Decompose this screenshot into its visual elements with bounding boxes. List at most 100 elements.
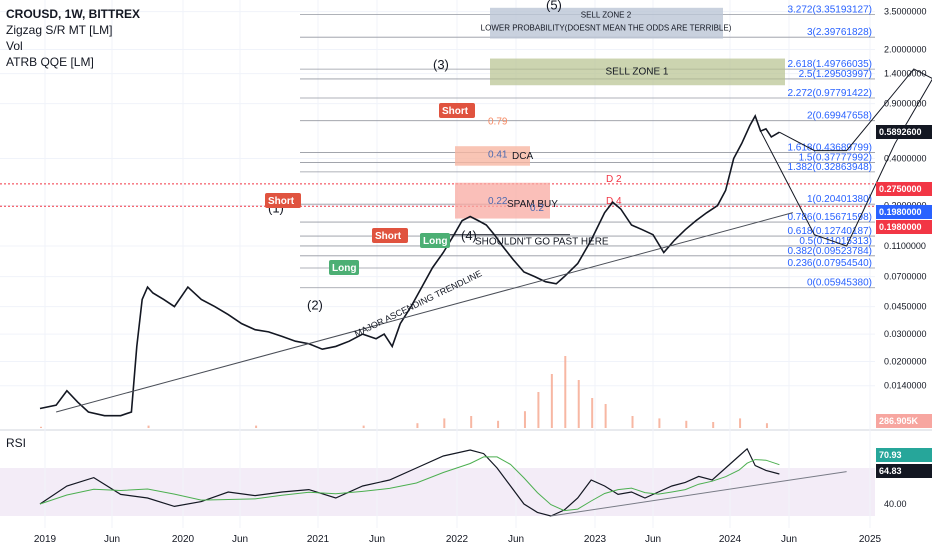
volume-bar: [658, 418, 661, 428]
x-tick-label: 2021: [307, 534, 330, 545]
rsi-badge-bg: [876, 464, 932, 478]
rsi-series: [39, 447, 780, 517]
volume-bar: [40, 426, 42, 428]
ratio-label: 0.22: [488, 196, 508, 207]
y-tick-label: 3.5000000: [884, 7, 927, 17]
rsi-signal: [39, 456, 780, 512]
fib-label: 1.382(0.32863948): [787, 162, 872, 173]
x-tick-label: Jun: [232, 534, 248, 545]
x-tick-label: Jun: [104, 534, 120, 545]
short-signal: Short: [442, 106, 469, 117]
short-signal-bg: [439, 103, 475, 118]
rsi-band: [0, 468, 875, 516]
spam-buy-zone: [455, 182, 550, 219]
price-badge-bg: [876, 205, 932, 219]
volume-bar: [470, 416, 473, 428]
price-badge: 0.1980000: [879, 222, 922, 232]
volume-bar: [765, 423, 768, 428]
sell-zone-1-label: SELL ZONE 1: [606, 66, 669, 77]
volume-bar: [443, 418, 446, 428]
x-tick-label: Jun: [645, 534, 661, 545]
short-signal: Short: [268, 196, 295, 207]
rsi-badge: 70.93: [879, 450, 902, 460]
shouldnt-label: SHOULDN'T GO PAST HERE: [475, 237, 609, 248]
sell-zone-1: [490, 58, 785, 86]
fib-label: 0(0.05945380): [807, 278, 872, 289]
price-badge: 0.2750000: [879, 184, 922, 194]
major-trendline: [56, 212, 793, 413]
fib-label: 0.236(0.07954540): [787, 258, 872, 269]
indicator-volume[interactable]: Vol: [6, 39, 23, 53]
long-signal-bg: [420, 233, 450, 248]
x-tick-label: Jun: [369, 534, 385, 545]
indicator-atrb[interactable]: ATRB QQE [LM]: [6, 55, 94, 69]
fib-label: 0.382(0.09523784): [787, 246, 872, 257]
x-tick-label: Jun: [781, 534, 797, 545]
sell-zone-2: [490, 7, 723, 39]
sell-zone-2-title: SELL ZONE 2: [581, 11, 632, 20]
fib-label: 2(0.69947658): [807, 111, 872, 122]
volume-bar: [362, 425, 365, 428]
volume-bar: [564, 356, 567, 428]
fib-label: 0.618(0.12740187): [787, 226, 872, 237]
volume-bar: [537, 392, 540, 428]
volume-bar: [739, 418, 742, 428]
sell-zone-2-note: LOWER PROBABILITY(DOESNT MEAN THE ODDS A…: [481, 23, 732, 32]
price-badge-bg: [876, 125, 932, 139]
fib-label: 2.272(0.97791422): [787, 88, 872, 99]
y-tick-label: 0.0300000: [884, 329, 927, 339]
ratio-label: 0.79: [488, 117, 508, 128]
d2-label: D 2: [606, 174, 622, 185]
long-signal: Long: [332, 263, 356, 274]
y-tick-label: 0.0450000: [884, 302, 927, 312]
y-tick-label: 0.0700000: [884, 272, 927, 282]
wave-label: (5): [546, 0, 562, 13]
indicator-zigzag[interactable]: Zigzag S/R MT [LM]: [6, 23, 113, 37]
volume-bar: [631, 416, 634, 428]
volume-bar: [147, 425, 150, 428]
fib-label: 1.5(0.37777992): [799, 152, 872, 163]
volume-bar: [577, 380, 580, 428]
rsi-badge-bg: [876, 448, 932, 462]
volume-bar: [591, 398, 594, 428]
ratio-label: 0.41: [488, 150, 508, 161]
y-tick-label: 2.0000000: [884, 44, 927, 54]
symbol-legend: CROUSD, 1W, BITTREX Zigzag S/R MT [LM] V…: [6, 6, 140, 70]
y-tick-label: 1.4000000: [884, 69, 927, 79]
rsi-tick-label: 40.00: [884, 499, 907, 509]
volume-bar: [523, 411, 526, 428]
spam-buy-label: SPAM BUY: [507, 199, 558, 210]
short-signal: Short: [375, 231, 402, 242]
d4-label: D 4: [606, 196, 622, 207]
volume-bar: [685, 420, 688, 428]
x-tick-label: 2023: [584, 534, 607, 545]
rsi-pane-title[interactable]: RSI: [6, 436, 27, 450]
symbol-title[interactable]: CROUSD, 1W, BITTREX: [6, 7, 141, 21]
ratio-label: 0.2: [530, 203, 544, 214]
x-tick-label: 2019: [34, 534, 57, 545]
price-badge-bg: [876, 220, 932, 234]
volume-bar: [604, 404, 607, 428]
fib-label: 3(2.39761828): [807, 27, 872, 38]
y-tick-label: 0.4000000: [884, 154, 927, 164]
volume-bar: [416, 423, 419, 428]
dca-zone: [455, 146, 530, 166]
price-badge-bg: [876, 182, 932, 196]
rsi-badge: 64.83: [879, 466, 902, 476]
x-tick-label: 2024: [719, 534, 742, 545]
y-tick-label: 0.0140000: [884, 381, 927, 391]
y-tick-label: 0.0200000: [884, 357, 927, 367]
fib-label: 2.5(1.29503997): [799, 69, 872, 80]
dca-label: DCA: [512, 151, 533, 162]
x-tick-label: Jun: [508, 534, 524, 545]
price-badge-bg: [876, 414, 932, 428]
x-tick-label: 2022: [446, 534, 469, 545]
y-tick-label: 0.1100000: [884, 241, 926, 251]
price-badge: 0.5892600: [879, 127, 922, 137]
volume-bar: [255, 425, 258, 428]
wave-label: (4): [461, 228, 477, 243]
price-badge: 286.905K: [879, 416, 919, 426]
short-signal-bg: [372, 228, 408, 243]
